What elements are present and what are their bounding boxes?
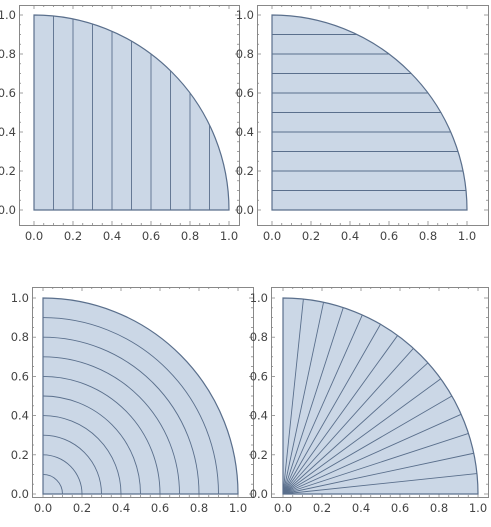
- x-tick-label: 1.0: [469, 501, 487, 515]
- mesh-ray: [282, 473, 477, 495]
- frame-ticks: [271, 287, 488, 497]
- x-tick-label: 0.0: [25, 229, 43, 243]
- y-tick-label: 0.8: [11, 330, 29, 344]
- mesh-ray: [282, 348, 414, 495]
- y-tick-label: 0.2: [0, 164, 16, 178]
- x-tick-label: 0.2: [64, 229, 82, 243]
- x-tick-label: 0.2: [73, 501, 91, 515]
- region-fill: [283, 298, 478, 494]
- region-outline: [33, 14, 230, 211]
- x-tick-label: 0.0: [263, 229, 281, 243]
- mesh-lines: [272, 34, 467, 191]
- x-tick-label: 0.6: [151, 501, 169, 515]
- chart-panel-1: 0.0 0.2 0.4 0.6 0.8 1.0 0.0 0.2 0.4 0.6 0.8 1.0: [0, 5, 240, 243]
- x-tick-label: 0.2: [313, 501, 331, 515]
- y-tick-label: 0.6: [236, 86, 254, 100]
- mesh-arc: [42, 317, 219, 495]
- x-tick-label: 0.4: [341, 229, 359, 243]
- mesh-ray: [282, 302, 324, 495]
- frame-ticks: [32, 287, 253, 497]
- x-tick-label: 0.2: [302, 229, 320, 243]
- mesh-ray: [282, 362, 429, 495]
- y-tick-label: 0.8: [236, 47, 254, 61]
- chart-panel-3: 0.0 0.2 0.4 0.6 0.8 1.0 0.0 0.2 0.4 0.6 0.8 1.0: [11, 287, 254, 515]
- mesh-arc: [42, 375, 161, 495]
- x-tick-label: 0.0: [34, 501, 52, 515]
- frame-ticks: [257, 5, 488, 225]
- region-fill: [43, 298, 238, 494]
- mesh-arc: [42, 473, 63, 495]
- mesh-ray: [282, 395, 453, 495]
- y-tick-label: 0.2: [236, 164, 254, 178]
- plot-frame: [257, 5, 489, 226]
- x-tick-label: 0.6: [142, 229, 160, 243]
- region-outline: [282, 297, 479, 495]
- plot-frame: [32, 287, 254, 498]
- x-tick-label: 0.6: [391, 501, 409, 515]
- y-tick-label: 0.8: [250, 330, 268, 344]
- y-tick-label: 1.0: [236, 8, 254, 22]
- x-tick-label: 0.8: [190, 501, 208, 515]
- mesh-lines: [282, 299, 477, 495]
- chart-panel-2: 0.0 0.2 0.4 0.6 0.8 1.0 0.0 0.2 0.4 0.6 0.8 1.0: [236, 5, 489, 243]
- x-tick-label: 0.4: [112, 501, 130, 515]
- x-tick-label: 1.0: [229, 501, 247, 515]
- plot-frame: [271, 287, 489, 498]
- y-tick-label: 0.6: [11, 369, 29, 383]
- mesh-arc: [42, 415, 122, 495]
- mesh-ray: [282, 324, 381, 495]
- x-tick-label: 0.4: [103, 229, 121, 243]
- y-tick-label: 1.0: [0, 8, 16, 22]
- frame-ticks: [19, 5, 239, 225]
- y-tick-label: 0.2: [250, 448, 268, 462]
- mesh-arc: [42, 336, 200, 495]
- mesh-lines: [42, 317, 219, 495]
- mesh-arc: [42, 356, 180, 495]
- x-tick-label: 0.0: [274, 501, 292, 515]
- y-tick-label: 0.4: [11, 409, 29, 423]
- region-outline: [271, 14, 468, 211]
- mesh-arc: [42, 434, 102, 495]
- x-tick-label: 0.8: [419, 229, 437, 243]
- mesh-ray: [282, 307, 344, 495]
- mesh-lines: [53, 15, 210, 210]
- mesh-ray: [282, 299, 304, 495]
- chart-panel-4: 0.0 0.2 0.4 0.6 0.8 1.0 0.0 0.2 0.4 0.6 0.8 1.0: [250, 287, 489, 515]
- y-tick-label: 1.0: [250, 291, 268, 305]
- y-tick-label: 0.6: [0, 86, 16, 100]
- y-tick-label: 0.0: [0, 203, 16, 217]
- mesh-arc: [42, 454, 83, 495]
- y-tick-label: 0.4: [236, 125, 254, 139]
- plot-frame: [19, 5, 240, 226]
- y-tick-label: 0.2: [11, 448, 29, 462]
- y-tick-label: 0.4: [0, 125, 16, 139]
- y-tick-label: 0.0: [250, 487, 268, 501]
- y-tick-label: 0.6: [250, 369, 268, 383]
- y-tick-label: 0.4: [250, 409, 268, 423]
- y-tick-label: 1.0: [11, 291, 29, 305]
- mesh-ray: [282, 433, 469, 495]
- mesh-ray: [282, 413, 462, 495]
- mesh-ray: [282, 378, 442, 495]
- x-tick-label: 0.8: [181, 229, 199, 243]
- region-outline: [42, 297, 239, 495]
- x-tick-label: 0.6: [380, 229, 398, 243]
- mesh-arc: [42, 395, 141, 495]
- y-tick-label: 0.0: [236, 203, 254, 217]
- x-tick-label: 1.0: [220, 229, 238, 243]
- y-tick-label: 0.8: [0, 47, 16, 61]
- y-tick-label: 0.0: [11, 487, 29, 501]
- x-tick-label: 0.8: [430, 501, 448, 515]
- x-tick-label: 1.0: [458, 229, 476, 243]
- mesh-ray: [282, 335, 398, 495]
- mesh-ray: [282, 314, 363, 495]
- x-tick-label: 0.4: [352, 501, 370, 515]
- mesh-ray: [282, 452, 474, 495]
